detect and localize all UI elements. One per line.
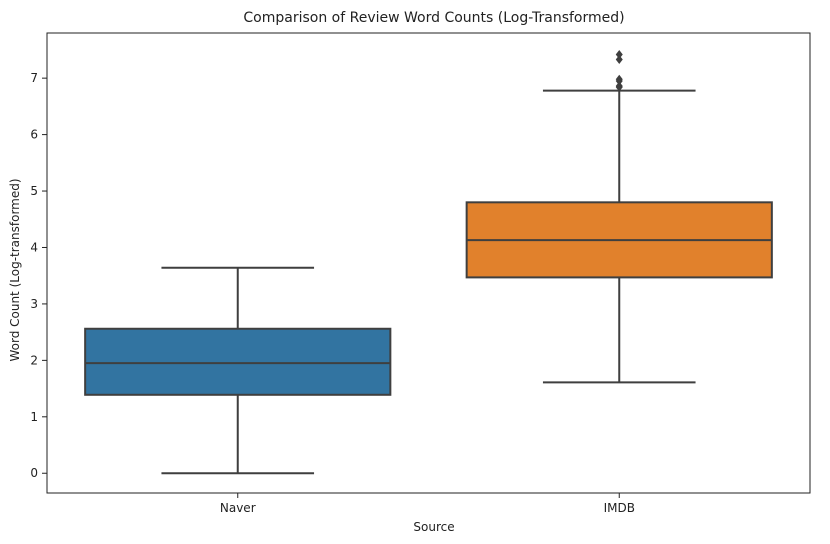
box-imdb [465, 49, 773, 384]
x-axis: Naver IMDB [220, 493, 635, 515]
plot-area [46, 32, 811, 494]
y-axis-label: Word Count (Log-transformed) [8, 178, 22, 361]
y-tick-label: 7 [30, 71, 38, 85]
y-tick-label: 6 [30, 128, 38, 142]
y-tick-label: 1 [30, 410, 38, 424]
y-tick-label: 2 [30, 353, 38, 367]
iqr-box [84, 327, 392, 396]
box-naver [84, 266, 392, 475]
plot-frame [46, 32, 811, 494]
outlier-point [615, 55, 623, 65]
y-tick-label: 0 [30, 466, 38, 480]
x-axis-label: Source [413, 520, 454, 534]
x-tick-label: Naver [220, 501, 256, 515]
outlier-point [615, 49, 623, 59]
outlier-point [615, 74, 623, 84]
y-axis: 0 1 2 3 4 5 6 7 [30, 71, 47, 480]
outlier-point [615, 81, 623, 91]
y-tick-label: 5 [30, 184, 38, 198]
x-tick-label: IMDB [604, 501, 635, 515]
chart-title: Comparison of Review Word Counts (Log-Tr… [243, 10, 624, 26]
y-tick-label: 4 [30, 240, 38, 254]
y-tick-label: 3 [30, 297, 38, 311]
